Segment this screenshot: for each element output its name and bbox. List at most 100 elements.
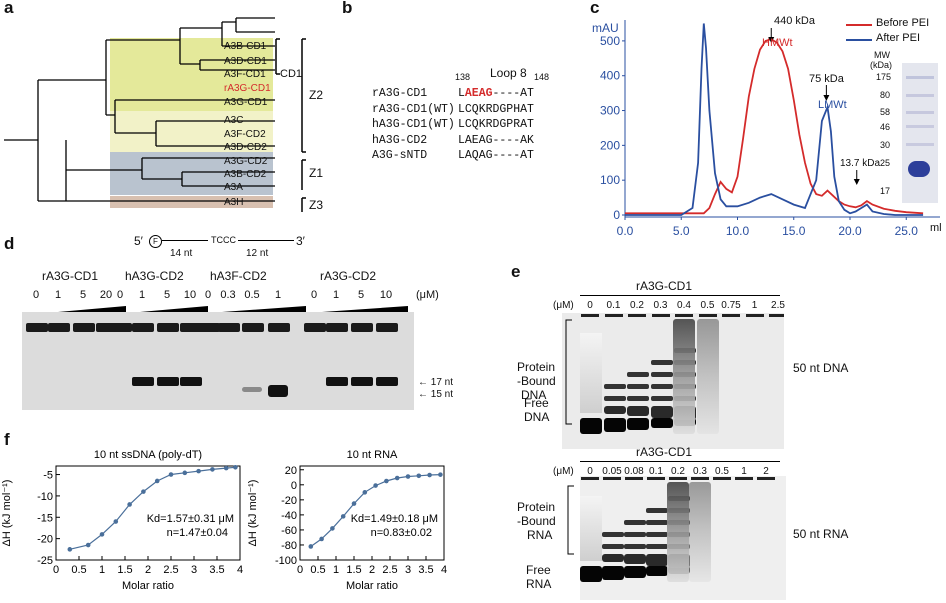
conc-label: 1: [751, 300, 758, 311]
group-cd1: CD1: [280, 68, 303, 80]
substrate-band: [242, 323, 264, 332]
e-dna-bound: Protein -Bound DNA: [517, 360, 556, 402]
y-tick-label: 0: [291, 480, 297, 492]
data-point: [233, 464, 238, 470]
alignment-row: hA3G-CD2 LAEAG----AK: [372, 133, 534, 149]
mw-58: 58: [880, 107, 891, 117]
data-point: [405, 474, 411, 479]
e-rna-unit: (μM): [553, 466, 574, 477]
data-point: [196, 468, 201, 474]
x-tick-label: 25.0: [895, 224, 919, 238]
mw-25: 25: [880, 158, 891, 168]
x-tick-label: 3.5: [209, 564, 224, 576]
legend-after: After PEI: [876, 32, 921, 44]
y-tick-label: 100: [600, 173, 620, 187]
x-tick-label: 10.0: [726, 224, 750, 238]
e-rna-concs: 0 0.05 0.08 0.1 0.2 0.3 0.5 1 2: [0, 466, 800, 478]
well: [625, 477, 643, 480]
leaf-label: A3G-CD1: [224, 97, 268, 108]
data-point: [319, 536, 324, 542]
x-tick-label: 2.5: [382, 564, 397, 576]
bound-line: DNA: [521, 388, 547, 402]
marker-arrowhead: [768, 37, 775, 43]
kd-value: Kd=1.49±0.18 μM: [351, 513, 438, 525]
product-band-17nt: [157, 377, 179, 386]
x-tick-label: 1.5: [117, 564, 132, 576]
data-point: [99, 532, 105, 537]
itc-title: 10 nt RNA: [347, 449, 398, 461]
y-tick-label: -15: [37, 512, 53, 524]
free-band: [580, 418, 602, 434]
product-band-15nt: [242, 387, 262, 392]
x-axis-label: Molar ratio: [122, 580, 174, 592]
conc-label: 1: [274, 289, 282, 301]
seq-mutation: AEAG: [464, 87, 493, 100]
data-point: [427, 472, 432, 478]
y-tick-label: 300: [600, 104, 620, 118]
e-rna-bracket: [567, 485, 574, 555]
alignment-row: A3G-sNTD LAQAG----AT: [372, 148, 534, 164]
sds-gel: [902, 63, 938, 203]
bound-band: [603, 384, 626, 389]
seq: LAQAG----AT: [458, 149, 534, 162]
seq: LCQKRDGPRAT: [458, 118, 534, 131]
conc-label: 0.05: [602, 466, 622, 477]
gel-band: [906, 111, 934, 114]
y-tick-label: -5: [43, 470, 53, 482]
bound-line: RNA: [527, 528, 553, 542]
leaf-label-highlight: rA3G-CD1: [224, 83, 271, 94]
well: [628, 314, 646, 317]
well: [603, 477, 621, 480]
substrate-band: [26, 323, 48, 332]
panel-d-label: d: [4, 234, 15, 253]
panel-f-label: f: [4, 430, 10, 449]
product-band-17nt: [351, 377, 373, 386]
e-dna-concs: 0 0.1 0.2 0.3 0.4 0.5 0.75 1 2.5: [0, 300, 800, 312]
substrate-band: [96, 323, 118, 332]
conc-label: 0.3: [693, 466, 707, 477]
conc-label: 5: [357, 289, 365, 301]
bound-band: [650, 372, 673, 377]
x-tick-label: 4: [237, 564, 243, 576]
data-point: [362, 490, 368, 495]
seq-name: hA3G-CD2: [372, 133, 428, 147]
bound-line: -Bound: [517, 514, 556, 528]
smear: [673, 319, 695, 434]
free-band: [602, 566, 624, 580]
phylogenetic-tree: [4, 17, 306, 212]
d-concentrations: 0 1 5 20 0 1 5 10 0 0.3 0.5 1 0 1 5 10: [0, 289, 450, 303]
bound-band: [646, 520, 668, 525]
n-value: n=1.47±0.04: [167, 527, 228, 539]
group-z2: Z2: [309, 88, 324, 102]
panel-b-label: b: [342, 0, 353, 17]
x-tick-label: 0: [53, 564, 59, 576]
substrate-five: 5′: [134, 234, 143, 248]
legend-before: Before PEI: [876, 17, 930, 29]
alignment: rA3G-CD1 LAEAG----AT rA3G-CD1(WT) LCQKRDGP…: [372, 86, 534, 164]
kd-value: Kd=1.57±0.31 μM: [147, 513, 234, 525]
seq-name: hA3G-CD1(WT): [372, 118, 455, 131]
light-smear: [580, 333, 602, 413]
free-band-upper: [603, 406, 626, 414]
loop-end: 148: [534, 72, 550, 82]
smear: [689, 482, 711, 582]
e-rna-title: rA3G-CD1: [636, 445, 693, 459]
bound-band: [650, 396, 673, 401]
gel-band: [906, 94, 934, 97]
x-axis-label: Molar ratio: [346, 580, 398, 592]
mw-unit: (kDa): [870, 60, 892, 70]
conc-label: 1: [54, 289, 62, 301]
substrate-band: [157, 323, 179, 332]
data-point: [127, 502, 132, 507]
mw-30: 30: [880, 140, 891, 150]
bound-band: [646, 532, 668, 537]
panel-c-label: c: [590, 0, 600, 17]
panel-e-label: e: [511, 262, 521, 281]
well: [757, 477, 775, 480]
leaf-label: A3C: [224, 115, 244, 126]
y-tick-label: -20: [37, 534, 53, 546]
y-tick-label: -10: [37, 491, 53, 503]
bound-band: [646, 508, 668, 513]
e-dna-unit: (μM): [553, 300, 574, 311]
y-tick-label: 400: [600, 69, 620, 83]
